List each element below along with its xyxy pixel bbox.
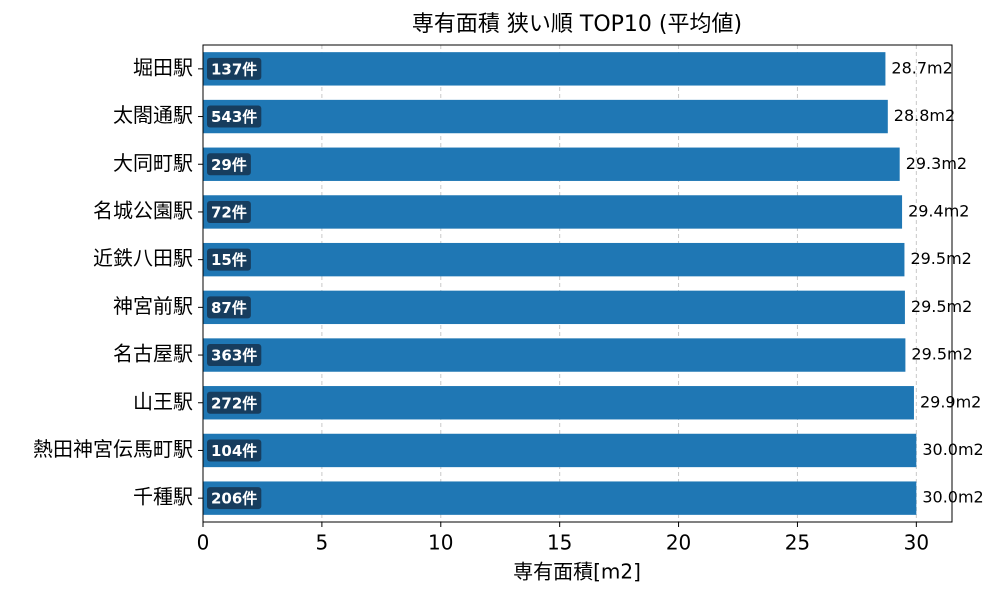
- x-tick-label: 15: [547, 531, 572, 555]
- count-badge: 87件: [207, 296, 251, 319]
- bar: [203, 481, 917, 515]
- badge-box: [207, 487, 262, 510]
- bar: [203, 195, 903, 229]
- count-label: 87件: [211, 299, 247, 317]
- badge-box: [207, 391, 262, 414]
- bar: [203, 147, 900, 181]
- badge-box: [207, 57, 262, 80]
- badge-box: [207, 248, 251, 271]
- bar: [203, 338, 906, 372]
- badge-box: [207, 153, 251, 176]
- bar: [203, 52, 886, 86]
- badge-box: [207, 439, 262, 462]
- count-badge: 363件: [207, 344, 262, 367]
- value-label: 28.8m2: [894, 106, 955, 125]
- badge-box: [207, 344, 262, 367]
- y-tick-label: 山王駅: [133, 389, 193, 413]
- value-label: 29.5m2: [911, 297, 972, 316]
- x-tick-label: 5: [316, 531, 329, 555]
- y-tick-label: 千種駅: [133, 485, 193, 509]
- bar: [203, 99, 888, 134]
- count-badge: 29件: [207, 153, 251, 176]
- x-tick-label: 10: [428, 531, 453, 555]
- y-tick-label: 太閤通駅: [113, 103, 193, 127]
- y-tick-label: 熱田神宮伝馬町駅: [33, 437, 193, 461]
- plot-frame: [202, 44, 953, 523]
- count-label: 206件: [211, 490, 257, 508]
- bar: [203, 290, 905, 325]
- count-label: 363件: [211, 347, 257, 365]
- badge-box: [207, 296, 251, 319]
- chart-title: 専有面積 狭い順 TOP10 (平均値): [412, 12, 742, 37]
- y-tick-label: 近鉄八田駅: [93, 246, 193, 270]
- y-tick-label: 堀田駅: [133, 55, 193, 79]
- count-badge: 72件: [207, 200, 251, 223]
- y-tick-label: 大同町駅: [113, 151, 193, 175]
- x-tick-label: 20: [666, 531, 691, 555]
- count-label: 272件: [211, 394, 257, 412]
- count-label: 137件: [211, 60, 257, 78]
- badge-box: [207, 105, 262, 128]
- count-badge: 15件: [207, 248, 251, 271]
- count-badge: 272件: [207, 391, 262, 414]
- count-badge: 543件: [207, 105, 262, 128]
- count-badge: 206件: [207, 487, 262, 510]
- value-label: 30.0m2: [922, 488, 983, 507]
- value-label: 29.3m2: [906, 154, 967, 173]
- x-axis-label: 専有面積[m2]: [513, 560, 641, 584]
- count-badge: 104件: [207, 439, 262, 462]
- value-label: 30.0m2: [922, 440, 983, 459]
- count-label: 72件: [211, 203, 247, 221]
- y-tick-label: 名城公園駅: [93, 198, 193, 222]
- count-badge: 137件: [207, 57, 262, 80]
- count-label: 29件: [211, 156, 247, 174]
- y-tick-label: 神宮前駅: [113, 294, 193, 318]
- count-label: 104件: [211, 442, 257, 460]
- value-label: 29.5m2: [910, 249, 971, 268]
- count-label: 15件: [211, 251, 247, 269]
- y-tick-label: 名古屋駅: [113, 342, 193, 366]
- bar: [203, 242, 905, 277]
- bar: [203, 433, 917, 468]
- badge-box: [207, 200, 251, 223]
- x-tick-label: 0: [197, 531, 210, 555]
- value-label: 29.9m2: [920, 392, 981, 411]
- x-tick-label: 25: [785, 531, 810, 555]
- x-tick-label: 30: [904, 531, 929, 555]
- value-label: 29.5m2: [911, 345, 972, 364]
- count-label: 543件: [211, 108, 257, 126]
- value-label: 29.4m2: [908, 201, 969, 220]
- bar: [203, 386, 914, 420]
- value-label: 28.7m2: [891, 58, 952, 77]
